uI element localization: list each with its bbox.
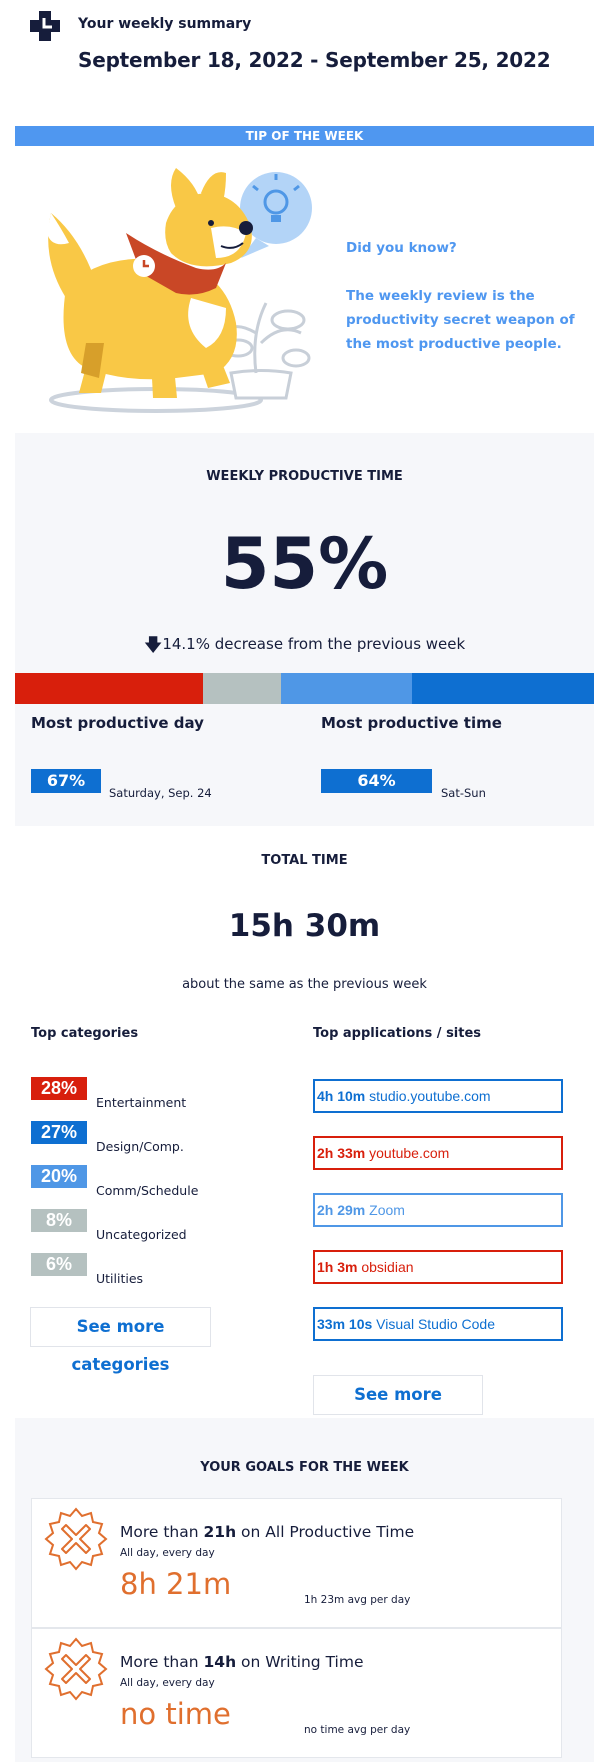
goal-target: 21h [203, 1523, 237, 1541]
app-name: obsidian [361, 1259, 414, 1275]
category-percent: 20% [31, 1165, 87, 1188]
header-title: Your weekly summary [78, 16, 252, 32]
goal-prefix: More than [120, 1653, 204, 1671]
productive-change-text: 14.1% decrease from the previous week [162, 635, 466, 653]
category-percent: 6% [31, 1253, 87, 1276]
app-name: studio.youtube.com [369, 1088, 491, 1104]
goal-schedule: All day, every day [120, 1547, 215, 1559]
goal-suffix: on Writing Time [236, 1653, 364, 1671]
total-time-title: TOTAL TIME [261, 853, 348, 868]
productivity-bar [15, 673, 594, 704]
goal-description: More than 21h on All Productive Time [120, 1523, 414, 1541]
goal-schedule: All day, every day [120, 1677, 215, 1689]
goal-card: More than 14h on Writing Time All day, ev… [31, 1628, 562, 1758]
total-time-value: 15h 30m [228, 908, 381, 944]
see-more-categories-button[interactable]: See more categories [30, 1307, 211, 1374]
goal-suffix: on All Productive Time [236, 1523, 415, 1541]
tip-text: Did you know? The weekly review is the p… [346, 236, 586, 356]
category-percent: 8% [31, 1209, 87, 1232]
category-name: Entertainment [96, 1095, 187, 1110]
app-name: Zoom [369, 1202, 405, 1218]
app-row[interactable]: 2h 33m youtube.com [313, 1136, 563, 1170]
goal-target: 14h [203, 1653, 237, 1671]
goal-card: More than 21h on All Productive Time All … [31, 1498, 562, 1628]
most-productive-time-percent: 64% [321, 769, 432, 793]
category-name: Uncategorized [96, 1227, 187, 1242]
goals-title: YOUR GOALS FOR THE WEEK [200, 1460, 409, 1475]
goal-description: More than 14h on Writing Time [120, 1653, 364, 1671]
app-row[interactable]: 1h 3m obsidian [313, 1250, 563, 1284]
app-time: 2h 33m [317, 1145, 366, 1161]
most-productive-time-label: Sat-Sun [441, 786, 486, 800]
most-productive-time-title: Most productive time [321, 714, 502, 732]
failed-goal-icon [44, 1507, 108, 1571]
goal-avg: no time avg per day [304, 1724, 411, 1736]
app-time: 33m 10s [317, 1316, 373, 1332]
productive-change: 🡇14.1% decrease from the previous week [15, 633, 594, 663]
tip-banner: TIP OF THE WEEK [15, 126, 594, 146]
most-productive-day-percent: 67% [31, 769, 101, 793]
productive-percent: 55% [220, 523, 389, 605]
productivity-bar-segment [203, 673, 282, 704]
corgi-illustration-icon [26, 168, 316, 418]
arrow-down-icon: 🡇 [143, 635, 163, 656]
top-apps-heading: Top applications / sites [313, 1026, 482, 1041]
app-name: Visual Studio Code [376, 1316, 495, 1332]
goal-value: no time [120, 1697, 231, 1731]
app-time: 2h 29m [317, 1202, 366, 1218]
category-percent: 28% [31, 1077, 87, 1100]
see-more-activities-button[interactable]: See more activities [313, 1375, 483, 1442]
productive-title: WEEKLY PRODUCTIVE TIME [206, 469, 403, 484]
total-time-compare: about the same as the previous week [182, 977, 427, 992]
most-productive-day-title: Most productive day [31, 714, 204, 732]
tip-body: The weekly review is the productivity se… [346, 288, 575, 352]
tip-question: Did you know? [346, 240, 457, 256]
rescuetime-logo-icon [29, 10, 61, 42]
top-categories-heading: Top categories [31, 1026, 139, 1041]
category-name: Utilities [96, 1271, 144, 1286]
productivity-bar-segment [15, 673, 204, 704]
app-time: 1h 3m [317, 1259, 358, 1275]
date-range: September 18, 2022 - September 25, 2022 [78, 48, 551, 72]
goal-value: 8h 21m [120, 1567, 232, 1601]
goal-prefix: More than [120, 1523, 204, 1541]
productivity-bar-segment [411, 673, 594, 704]
app-row[interactable]: 4h 10m studio.youtube.com [313, 1079, 563, 1113]
category-name: Comm/Schedule [96, 1183, 199, 1198]
failed-goal-icon [44, 1637, 108, 1701]
category-percent: 27% [31, 1121, 87, 1144]
app-name: youtube.com [369, 1145, 450, 1161]
productivity-bar-segment [281, 673, 412, 704]
app-time: 4h 10m [317, 1088, 366, 1104]
app-row[interactable]: 33m 10s Visual Studio Code [313, 1307, 563, 1341]
app-row[interactable]: 2h 29m Zoom [313, 1193, 563, 1227]
goal-avg: 1h 23m avg per day [304, 1594, 411, 1606]
most-productive-day-label: Saturday, Sep. 24 [109, 786, 212, 800]
productive-panel [15, 433, 594, 826]
category-name: Design/Comp. [96, 1139, 184, 1154]
